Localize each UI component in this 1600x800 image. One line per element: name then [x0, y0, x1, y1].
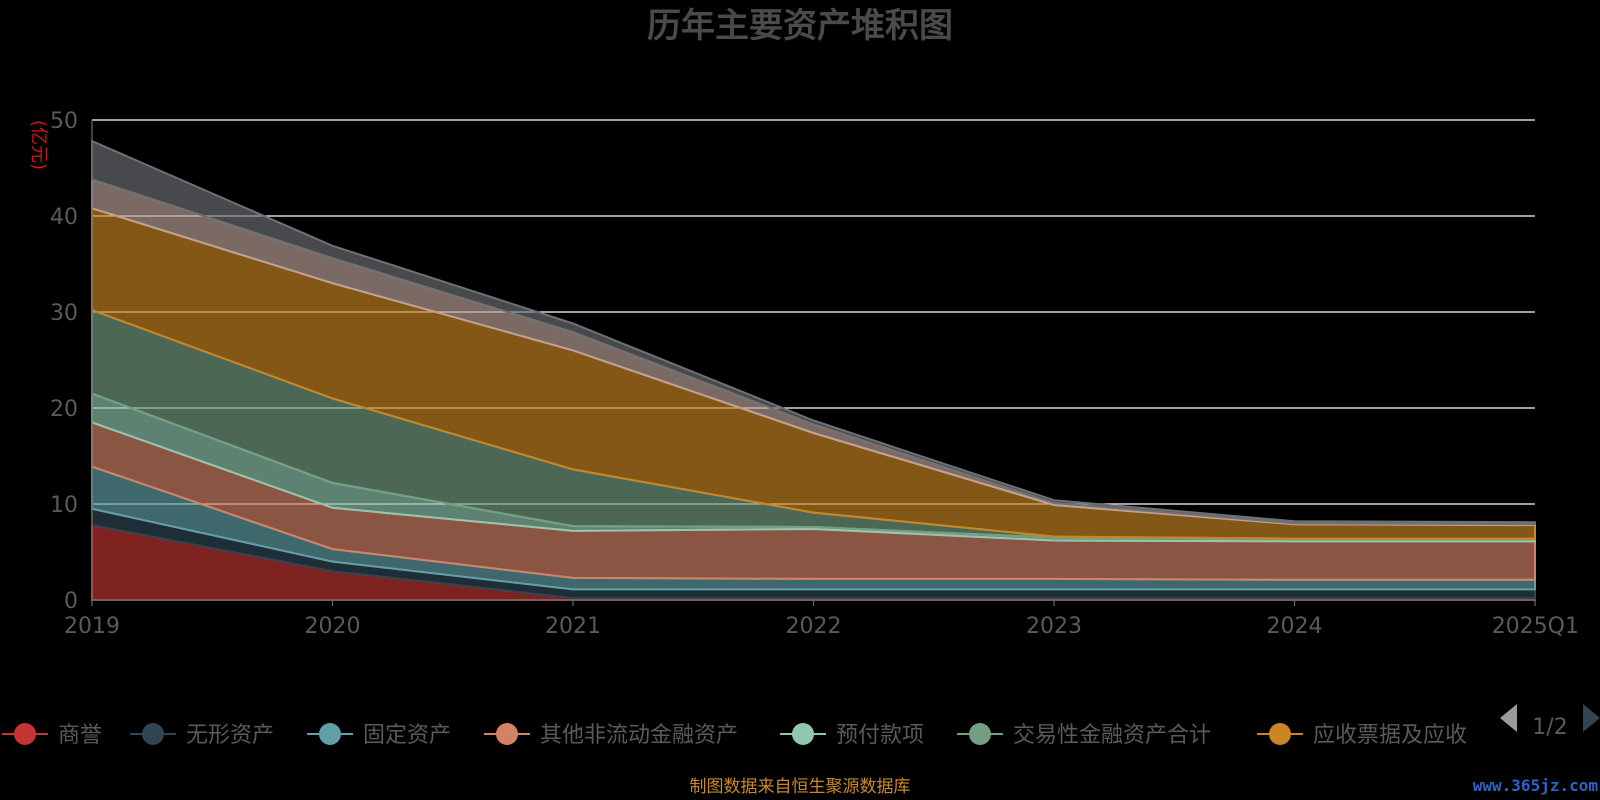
legend-circle-icon [319, 723, 341, 745]
axes: 0 10 20 30 40 50 2019 2020 2021 2022 2023 2024 2025Q… [50, 109, 1579, 639]
y-tick-label: 50 [50, 109, 78, 134]
legend-item[interactable]: 预付款项 [780, 723, 924, 748]
legend-label: 商誉 [58, 723, 102, 748]
y-axis-label: (亿元) [28, 120, 49, 170]
data-source-note: 制图数据来自恒生聚源数据库 [690, 777, 911, 797]
x-tick-label: 2021 [545, 614, 601, 639]
y-tick-label: 10 [50, 493, 78, 518]
legend-label: 预付款项 [836, 723, 924, 748]
legend-circle-icon [1269, 723, 1291, 745]
x-tick-label: 2022 [786, 614, 842, 639]
legend-item[interactable]: 应收票据及应收 [1257, 723, 1467, 748]
legend-circle-icon [496, 723, 518, 745]
x-tick-label: 2023 [1026, 614, 1082, 639]
legend-label: 应收票据及应收 [1313, 723, 1467, 748]
y-tick-label: 0 [64, 589, 78, 614]
area-series-8 [91, 139, 1536, 526]
legend-label: 其他非流动金融资产 [540, 723, 738, 748]
x-tick-label: 2019 [64, 614, 120, 639]
x-tick-label: 2024 [1267, 614, 1323, 639]
x-tick-label: 2020 [305, 614, 361, 639]
legend-circle-icon [969, 723, 991, 745]
legend-circle-icon [142, 723, 164, 745]
legend: 商誉 无形资产 固定资产 其他非流动金融资产 预付款项 交易性金融资产合计 应收票据及应收 [2, 723, 1467, 748]
legend-item[interactable]: 其他非流动金融资产 [484, 723, 738, 748]
legend-label: 交易性金融资产合计 [1013, 723, 1211, 748]
legend-item[interactable]: 交易性金融资产合计 [957, 723, 1211, 748]
y-tick-label: 20 [50, 397, 78, 422]
legend-label: 无形资产 [186, 723, 274, 748]
legend-page-indicator: 1/2 [1532, 715, 1567, 740]
legend-prev-page-icon[interactable] [1500, 704, 1517, 732]
watermark: www.365jz.com [1473, 776, 1599, 795]
area-series-layer [91, 139, 1536, 601]
legend-label: 固定资产 [363, 723, 451, 748]
legend-circle-icon [792, 723, 814, 745]
legend-item[interactable]: 固定资产 [307, 723, 451, 748]
x-tick-label: 2025Q1 [1492, 614, 1579, 639]
legend-item[interactable]: 商誉 [2, 723, 102, 748]
y-tick-label: 40 [50, 205, 78, 230]
legend-item[interactable]: 无形资产 [130, 723, 274, 748]
legend-circle-icon [14, 723, 36, 745]
legend-next-page-icon[interactable] [1583, 704, 1600, 732]
y-tick-label: 30 [50, 301, 78, 326]
legend-pager: 1/2 [1500, 704, 1600, 740]
chart-title: 历年主要资产堆积图 [647, 6, 953, 46]
